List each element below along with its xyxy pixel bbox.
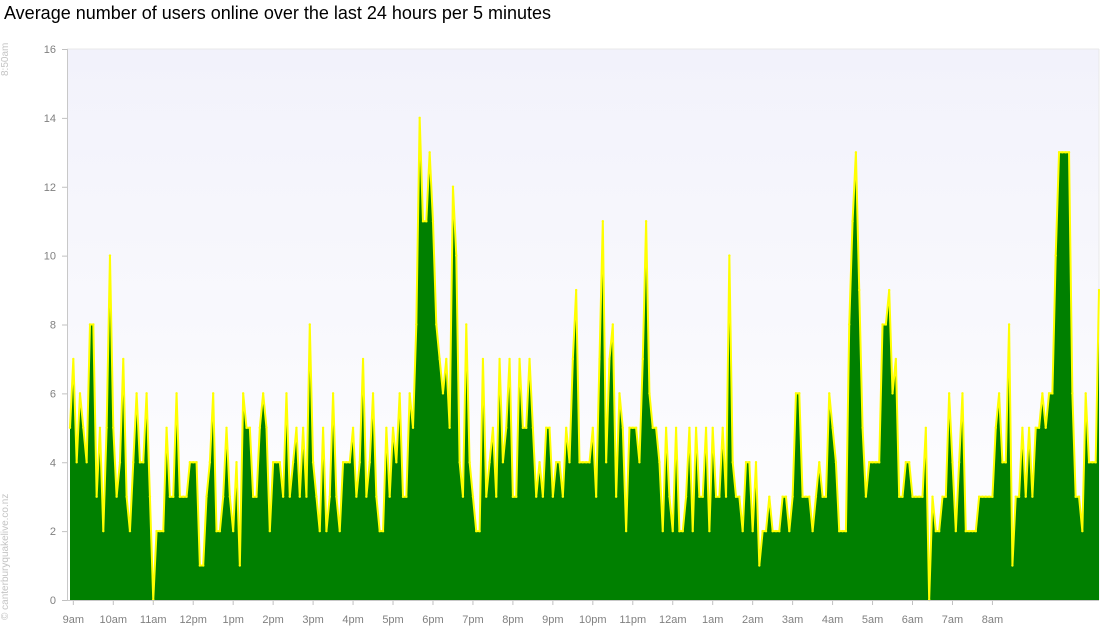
x-tick-label: 2am (742, 614, 763, 626)
y-tick-label: 0 (50, 595, 56, 607)
y-tick-label: 6 (50, 388, 56, 400)
y-tick-label: 14 (44, 113, 56, 125)
x-tick-label: 6am (902, 614, 923, 626)
area-fill (70, 117, 1099, 600)
x-tick-label: 8pm (502, 614, 523, 626)
x-tick-label: 4am (822, 614, 843, 626)
x-tick-label: 10am (100, 614, 128, 626)
chart-title: Average number of users online over the … (4, 3, 551, 23)
y-tick-label: 16 (44, 44, 56, 56)
x-tick-label: 4pm (342, 614, 363, 626)
x-tick-label: 11pm (619, 614, 646, 626)
y-tick-label: 10 (44, 251, 56, 263)
x-tick-label: 7am (942, 614, 963, 626)
x-tick-label: 3pm (302, 614, 323, 626)
x-tick-label: 3am (782, 614, 803, 626)
x-tick-label: 1pm (222, 614, 243, 626)
y-axis-ticks: 0 2 4 6 8 10 12 14 16 (44, 44, 67, 607)
x-tick-label: 1am (702, 614, 723, 626)
y-tick-label: 8 (50, 320, 56, 332)
x-axis-ticks: 9am 10am 11am 12pm 1pm 2pm 3pm 4pm 5pm 6pm 7pm 8pm 9… (63, 600, 1003, 626)
x-tick-label: 7pm (462, 614, 483, 626)
x-tick-label: 12pm (179, 614, 207, 626)
x-tick-label: 6pm (422, 614, 443, 626)
x-tick-label: 11am (140, 614, 167, 626)
x-tick-label: 8am (982, 614, 1003, 626)
x-tick-label: 9am (63, 614, 84, 626)
x-tick-label: 5am (862, 614, 883, 626)
series-line (69, 117, 1100, 601)
y-tick-label: 4 (50, 457, 56, 469)
x-tick-label: 9pm (542, 614, 563, 626)
x-tick-label: 5pm (382, 614, 403, 626)
y-tick-label: 12 (44, 182, 56, 194)
y-tick-label: 2 (50, 526, 56, 538)
x-tick-label: 2pm (262, 614, 283, 626)
x-tick-label: 10pm (579, 614, 607, 626)
x-tick-label: 12am (659, 614, 687, 626)
